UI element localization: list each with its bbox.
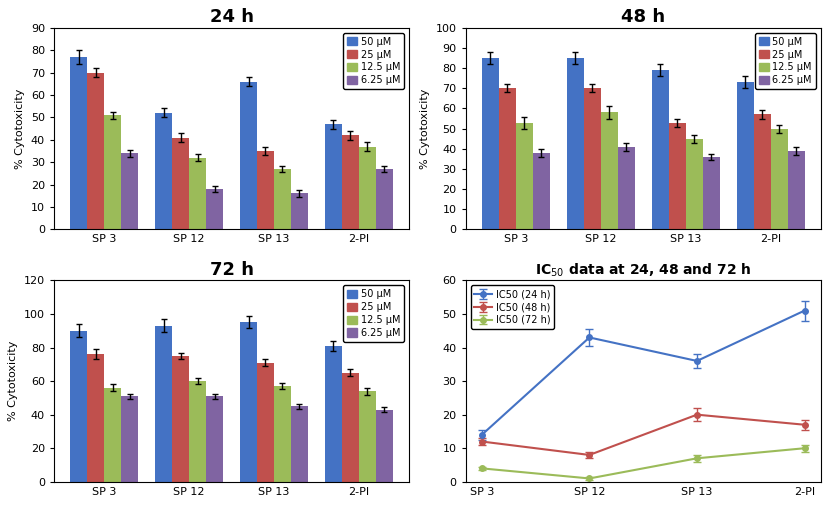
Title: IC$_{50}$ data at 24, 48 and 72 h: IC$_{50}$ data at 24, 48 and 72 h (534, 262, 750, 279)
Bar (532, 153, 549, 229)
Bar (273, 169, 291, 229)
Bar (172, 356, 189, 482)
Bar (87, 73, 104, 229)
Bar (359, 146, 375, 229)
Bar (87, 354, 104, 482)
Bar (341, 135, 359, 229)
Bar (273, 386, 291, 482)
Bar (787, 151, 803, 229)
Bar (341, 373, 359, 482)
Bar (770, 129, 787, 229)
Bar (566, 58, 583, 229)
Bar (257, 151, 273, 229)
Bar (189, 158, 206, 229)
Bar (104, 115, 121, 229)
Bar (325, 346, 341, 482)
Bar (600, 113, 617, 229)
Title: 48 h: 48 h (620, 9, 664, 26)
Bar (668, 123, 685, 229)
Y-axis label: % Cytotoxicity: % Cytotoxicity (420, 88, 430, 169)
Bar (206, 396, 223, 482)
Bar (70, 331, 87, 482)
Bar (736, 82, 753, 229)
Bar (325, 124, 341, 229)
Legend: 50 μM, 25 μM, 12.5 μM, 6.25 μM: 50 μM, 25 μM, 12.5 μM, 6.25 μM (754, 33, 815, 89)
Title: 72 h: 72 h (209, 261, 253, 279)
Bar (240, 322, 257, 482)
Bar (375, 410, 392, 482)
Legend: 50 μM, 25 μM, 12.5 μM, 6.25 μM: 50 μM, 25 μM, 12.5 μM, 6.25 μM (343, 33, 404, 89)
Bar (702, 157, 719, 229)
Bar (375, 169, 392, 229)
Bar (651, 70, 668, 229)
Bar (291, 193, 307, 229)
Bar (257, 363, 273, 482)
Bar (498, 88, 515, 229)
Y-axis label: % Cytotoxicity: % Cytotoxicity (15, 88, 26, 169)
Bar (583, 88, 600, 229)
Bar (481, 58, 498, 229)
Bar (206, 189, 223, 229)
Bar (104, 388, 121, 482)
Bar (685, 139, 702, 229)
Y-axis label: % Cytotoxicity: % Cytotoxicity (8, 341, 18, 421)
Legend: IC50 (24 h), IC50 (48 h), IC50 (72 h): IC50 (24 h), IC50 (48 h), IC50 (72 h) (470, 285, 554, 329)
Bar (240, 82, 257, 229)
Bar (753, 115, 770, 229)
Bar (121, 153, 138, 229)
Title: 24 h: 24 h (209, 9, 253, 26)
Bar (291, 407, 307, 482)
Bar (70, 57, 87, 229)
Bar (121, 396, 138, 482)
Bar (359, 391, 375, 482)
Bar (155, 113, 172, 229)
Bar (515, 123, 532, 229)
Bar (155, 326, 172, 482)
Bar (189, 381, 206, 482)
Bar (617, 147, 634, 229)
Legend: 50 μM, 25 μM, 12.5 μM, 6.25 μM: 50 μM, 25 μM, 12.5 μM, 6.25 μM (343, 285, 404, 342)
Bar (172, 137, 189, 229)
